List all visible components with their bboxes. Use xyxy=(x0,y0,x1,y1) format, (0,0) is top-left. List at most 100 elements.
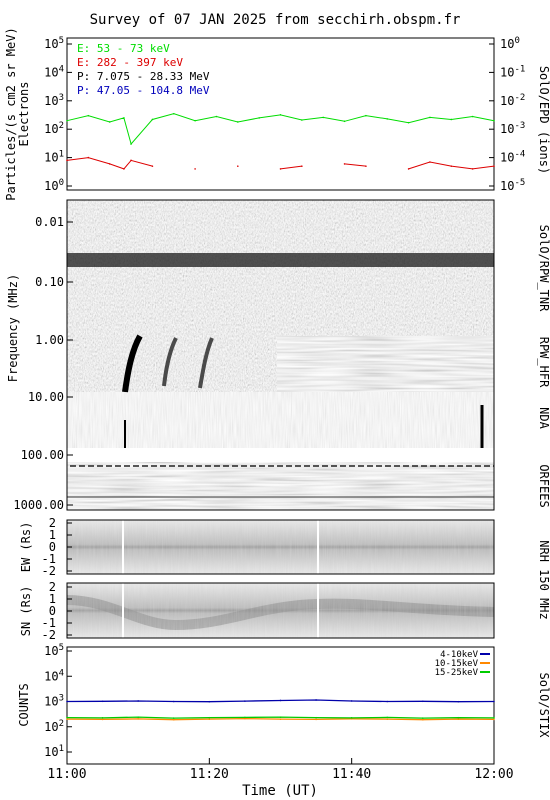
stix-legend-entry: 10-15keV xyxy=(435,659,479,669)
stix-data-point xyxy=(137,718,139,720)
stix-data-point xyxy=(244,700,246,702)
x-axis-tick-labels: 11:00 11:20 11:40 12:00 xyxy=(47,758,514,782)
stix-legend-entry: 4-10keV xyxy=(440,650,479,660)
nrh_ew-tick-label: -2 xyxy=(42,564,56,578)
epd-data-point xyxy=(108,121,111,123)
epd-data-point xyxy=(130,159,132,162)
nrh_ew-tick-label: 1 xyxy=(49,528,56,542)
epd-data-point xyxy=(429,116,431,119)
epd-data-point xyxy=(66,119,68,122)
stix-data-point xyxy=(386,700,389,703)
epd-right-tick-label: 10-4 xyxy=(500,150,525,165)
epd-data-point xyxy=(365,165,367,167)
epd-data-point xyxy=(279,114,282,116)
epd-ylabel-electrons: Electrons xyxy=(17,81,31,146)
epd-data-point xyxy=(87,114,90,117)
epd-data-point xyxy=(87,156,90,159)
stix-data-point xyxy=(172,717,175,719)
epd-legend-entry: E: 282 - 397 keV xyxy=(77,56,183,69)
epd-data-point xyxy=(493,119,495,122)
stix-data-point xyxy=(101,718,104,721)
x-axis-label: Time (UT) xyxy=(242,783,318,799)
x-axis-tick-label: 11:20 xyxy=(190,767,229,782)
epd-data-point xyxy=(471,168,474,170)
figure-title: Survey of 07 JAN 2025 from secchirh.obsp… xyxy=(90,12,461,28)
epd-right-tick-labels: 100 10-1 10-2 10-3 10-4 10-5 xyxy=(489,36,525,193)
stix-instrument-label: SolO/STIX xyxy=(537,672,550,738)
x-axis-tick-label: 12:00 xyxy=(474,767,513,782)
nrh_sn-tick-label: 1 xyxy=(49,592,56,606)
nrh_ew-tick-label: 2 xyxy=(49,516,56,530)
epd-data-point xyxy=(429,161,431,163)
x-axis-tick-label: 11:40 xyxy=(332,767,371,782)
stix-data-point xyxy=(493,700,495,703)
stix-data-point xyxy=(350,700,353,702)
stix-data-point xyxy=(386,716,389,719)
orfees-label: ORFEES xyxy=(537,464,550,507)
stix-data-point xyxy=(386,718,389,720)
nrh-sn-tick-labels: 210-1-2 xyxy=(42,580,72,642)
stix-data-point xyxy=(101,717,104,719)
epd-data-point xyxy=(343,163,346,165)
stix-data-point xyxy=(422,700,424,703)
stix-tick-label: 104 xyxy=(44,668,64,683)
stix-tick-label: 103 xyxy=(44,694,64,709)
stix-data-point xyxy=(422,718,424,721)
epd-legend-entry: P: 7.075 - 28.33 MeV xyxy=(77,70,210,83)
nrh-ew-tick-labels: 210-1-2 xyxy=(42,516,72,578)
epd-data-point xyxy=(301,119,303,121)
nda-spectrogram xyxy=(67,392,494,448)
epd-data-point xyxy=(151,165,154,167)
hfr-type-iii-burst-1 xyxy=(122,334,143,393)
epd-data-point xyxy=(123,168,125,170)
epd-data-point xyxy=(279,168,282,170)
epd-series xyxy=(66,112,495,170)
orfees-spectrogram xyxy=(67,462,494,510)
radio-tick-label: 1.00 xyxy=(35,333,64,347)
epd-data-point xyxy=(123,117,125,119)
stix-data-point xyxy=(101,700,104,703)
epd-right-tick-label: 10-2 xyxy=(500,93,525,108)
nrh-sn-panel: 210-1-2 SN (Rs) xyxy=(19,580,495,642)
epd-data-point xyxy=(130,143,132,145)
epd-right-tick-label: 10-1 xyxy=(500,64,525,79)
tnr-spectrogram xyxy=(67,200,494,336)
nrh-ew-texture xyxy=(67,520,494,574)
epd-left-tick-labels: 105 104 103 102 101 100 xyxy=(44,36,72,193)
epd-data-point xyxy=(343,120,346,123)
radio-frame xyxy=(66,199,495,511)
radio-tick-label: 10.00 xyxy=(28,390,64,404)
stix-data-point xyxy=(315,699,317,701)
nrh-label: NRH 150 MHz xyxy=(537,540,550,619)
epd-left-tick-label: 100 xyxy=(44,178,64,193)
epd-data-point xyxy=(66,159,68,162)
epd-series-line xyxy=(66,113,495,146)
epd-left-tick-label: 103 xyxy=(44,93,64,108)
stix-tick-label: 102 xyxy=(44,719,64,734)
radio-tick-label: 1000.00 xyxy=(13,498,64,512)
hfr-type-iii-burst-3 xyxy=(198,337,214,389)
stix-data-point xyxy=(137,700,139,702)
x-axis-tick-label: 11:00 xyxy=(47,767,86,782)
stix-data-point xyxy=(66,716,68,719)
epd-data-point xyxy=(322,116,325,119)
epd-left-tick-label: 101 xyxy=(44,150,64,165)
hfr-label: RPW_HFR xyxy=(537,337,550,388)
tnr-dark-band xyxy=(67,253,494,267)
stix-frame xyxy=(66,646,495,765)
stix-data-point xyxy=(66,718,68,720)
hfr-type-iii-burst-2 xyxy=(162,337,178,387)
nrh-sn-texture xyxy=(67,583,494,638)
nrh_ew-tick-label: 0 xyxy=(49,540,56,554)
epd-data-point xyxy=(194,119,196,122)
stix-data-point xyxy=(172,700,175,703)
epd-instrument-label: SolO/EPD (ions) xyxy=(537,66,550,174)
orfees-gap xyxy=(67,448,494,462)
epd-right-tick-label: 10-5 xyxy=(500,178,525,193)
epd-data-point xyxy=(194,168,196,170)
stix-legend-entry: 15-25keV xyxy=(435,668,479,678)
stix-data-point xyxy=(137,716,139,718)
